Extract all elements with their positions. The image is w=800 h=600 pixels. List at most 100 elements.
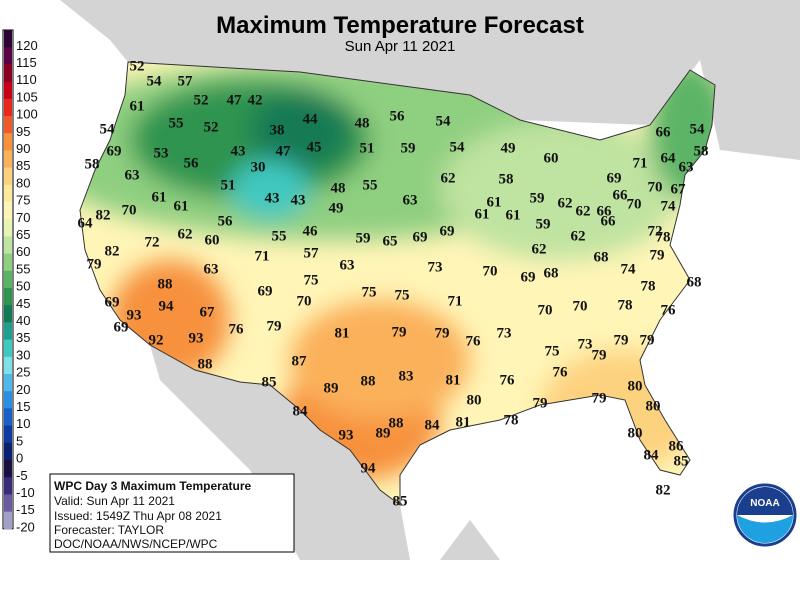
station-temperature: 52: [194, 92, 209, 108]
station-temperature: 61: [152, 189, 167, 205]
station-temperature: 71: [633, 155, 648, 171]
station-temperature: 80: [467, 392, 482, 408]
station-temperature: 76: [553, 364, 569, 380]
station-temperature: 62: [558, 195, 573, 211]
station-temperature: 69: [413, 229, 428, 245]
info-box: WPC Day 3 Maximum Temperature Valid: Sun…: [49, 473, 295, 553]
station-temperature: 57: [304, 245, 320, 261]
legend-swatch: [4, 339, 12, 358]
station-temperature: 73: [497, 325, 512, 341]
station-temperature: 54: [147, 73, 163, 89]
station-temperature: 71: [448, 293, 463, 309]
station-temperature: 63: [204, 261, 219, 277]
station-temperature: 43: [231, 143, 246, 159]
station-temperature: 65: [383, 233, 398, 249]
station-temperature: 38: [270, 122, 285, 138]
field-mild: [440, 120, 680, 260]
legend-swatch: [4, 374, 12, 392]
station-temperature: 48: [355, 115, 370, 131]
station-temperature: 59: [536, 216, 551, 232]
station-temperature: 80: [628, 425, 643, 441]
legend-swatch: [4, 477, 12, 495]
station-temperature: 78: [618, 297, 633, 313]
logo-top: [737, 487, 793, 515]
station-temperature: 74: [621, 261, 637, 277]
legend-label: 10: [16, 416, 30, 431]
legend-swatch: [4, 253, 12, 272]
station-temperature: 59: [356, 230, 371, 246]
station-temperature: 56: [218, 213, 234, 229]
station-temperature: 72: [648, 223, 663, 239]
legend-label: 40: [16, 313, 30, 328]
station-temperature: 53: [154, 145, 169, 161]
station-temperature: 69: [607, 170, 622, 186]
station-temperature: 79: [650, 247, 665, 263]
station-temperature: 89: [324, 380, 339, 396]
station-temperature: 85: [674, 453, 689, 469]
station-temperature: 79: [392, 324, 407, 340]
legend-swatch: [4, 81, 12, 100]
station-temperature: 54: [100, 121, 116, 137]
station-temperature: 64: [78, 215, 94, 231]
station-temperature: 61: [506, 207, 521, 223]
station-temperature: 58: [499, 171, 514, 187]
station-temperature: 45: [307, 139, 322, 155]
legend-label: 35: [16, 330, 30, 345]
station-temperature: 59: [530, 190, 545, 206]
legend-swatch: [4, 167, 12, 186]
station-temperature: 54: [690, 121, 706, 137]
station-temperature: 93: [339, 427, 354, 443]
station-temperature: 94: [361, 460, 377, 476]
station-temperature: 84: [293, 403, 309, 419]
station-temperature: 76: [466, 333, 482, 349]
info-line: Forecaster: TAYLOR: [54, 523, 164, 537]
station-temperature: 63: [403, 192, 418, 208]
legend-swatch: [4, 288, 12, 306]
station-temperature: 67: [671, 181, 687, 197]
field-warm: [290, 300, 470, 420]
station-temperature: 60: [205, 232, 220, 248]
info-line: Valid: Sun Apr 11 2021: [54, 494, 175, 508]
station-temperature: 56: [390, 108, 406, 124]
legend-swatch: [4, 460, 12, 478]
station-temperature: 79: [87, 256, 102, 272]
station-temperature: 78: [504, 412, 519, 428]
station-temperature: 70: [573, 298, 588, 314]
station-temperature: 54: [450, 139, 466, 155]
station-temperature: 81: [446, 372, 461, 388]
station-temperature: 44: [303, 111, 319, 127]
station-temperature: 47: [276, 143, 292, 159]
station-temperature: 66: [597, 203, 613, 219]
logo-text: NOAA: [750, 498, 779, 509]
legend-swatch: [4, 270, 12, 289]
legend-label: -5: [16, 468, 28, 483]
station-temperature: 78: [641, 278, 656, 294]
station-temperature: 66: [656, 124, 672, 140]
station-temperature: 78: [656, 229, 671, 245]
station-temperature: 79: [533, 395, 548, 411]
station-temperature: 62: [576, 203, 591, 219]
legend-swatch: [4, 511, 12, 530]
station-temperature: 70: [538, 302, 553, 318]
canada: [60, 0, 800, 160]
legend-swatch: [4, 47, 12, 65]
station-temperature: 60: [544, 150, 559, 166]
station-temperature: 69: [258, 283, 273, 299]
station-temperature: 63: [679, 159, 694, 175]
station-temperature: 75: [362, 284, 377, 300]
station-temperature: 46: [303, 223, 319, 239]
station-temperature: 83: [399, 368, 414, 384]
station-temperature: 89: [376, 425, 391, 441]
station-temperature: 85: [393, 493, 408, 509]
station-temperature: 74: [661, 198, 677, 214]
legend-label: 60: [16, 244, 30, 259]
legend-label: 75: [16, 193, 30, 208]
station-temperature: 48: [331, 180, 346, 196]
station-temperature: 76: [229, 321, 245, 337]
station-temperature: 70: [627, 196, 642, 212]
station-temperature: 88: [389, 415, 404, 431]
legend-swatch: [4, 184, 12, 203]
legend-swatch: [4, 322, 12, 341]
legend-swatch: [4, 494, 12, 513]
temperature-field: [80, 62, 715, 505]
